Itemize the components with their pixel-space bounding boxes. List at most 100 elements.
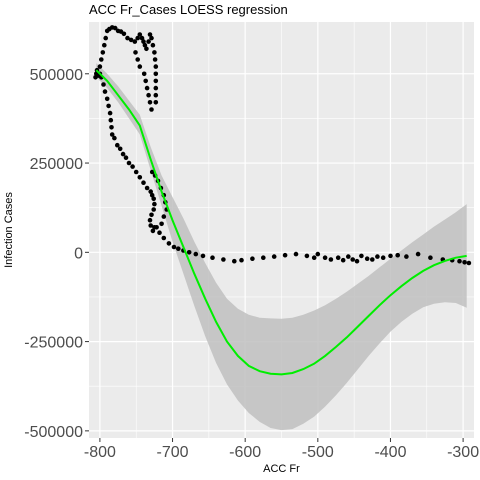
y-tick-label: -250000 <box>24 335 83 352</box>
data-point <box>150 228 156 234</box>
data-point <box>148 223 153 228</box>
data-point <box>221 257 226 262</box>
data-point <box>239 257 244 263</box>
data-point <box>153 78 159 84</box>
y-axis-title: Infection Cases <box>3 192 15 268</box>
loess-fit-line <box>95 69 467 376</box>
data-point <box>282 252 288 258</box>
data-point <box>428 255 433 260</box>
data-point <box>328 257 334 262</box>
data-point <box>147 100 153 105</box>
x-tick-label: -400 <box>374 444 406 461</box>
data-point <box>210 255 215 260</box>
data-point <box>395 252 401 258</box>
data-point <box>166 241 172 246</box>
data-point <box>99 57 104 62</box>
data-point <box>146 92 151 98</box>
data-point <box>104 96 110 102</box>
data-point <box>109 125 114 130</box>
data-point <box>232 258 237 264</box>
confidence-band <box>96 63 467 431</box>
data-point <box>359 253 364 259</box>
data-point <box>146 39 151 44</box>
confidence-band-area <box>96 63 467 431</box>
data-point <box>101 82 106 87</box>
data-point <box>137 32 143 37</box>
data-point <box>144 85 150 91</box>
data-point <box>130 164 135 169</box>
data-point <box>115 142 120 148</box>
data-point <box>143 78 148 84</box>
data-point <box>171 244 177 250</box>
data-point <box>141 71 147 77</box>
data-point <box>200 253 206 259</box>
data-point <box>126 160 132 166</box>
data-point <box>176 246 181 251</box>
data-point <box>315 251 321 257</box>
data-point <box>139 35 145 41</box>
chart-title: ACC Fr_Cases LOESS regression <box>89 2 288 17</box>
data-point <box>404 254 409 259</box>
data-point <box>151 196 156 202</box>
data-point <box>152 225 157 230</box>
data-point <box>152 57 158 62</box>
x-tick-label: -600 <box>229 444 261 461</box>
data-point <box>186 250 192 255</box>
data-point <box>354 258 360 264</box>
data-point <box>466 260 472 266</box>
data-point <box>148 189 153 194</box>
data-point <box>152 201 157 207</box>
data-point <box>102 89 108 94</box>
data-point <box>149 212 154 218</box>
scatter-points <box>93 25 472 266</box>
x-tick-label: -300 <box>447 444 479 461</box>
data-point <box>271 254 277 259</box>
data-point <box>144 185 150 191</box>
data-point <box>135 35 140 41</box>
data-point <box>153 71 159 77</box>
data-point <box>346 254 351 259</box>
data-point <box>304 253 310 259</box>
data-point <box>311 255 317 260</box>
data-point <box>293 251 299 257</box>
data-point <box>137 175 143 180</box>
data-point <box>159 221 164 227</box>
data-point <box>157 230 162 235</box>
data-point <box>335 255 341 260</box>
data-point <box>109 132 115 137</box>
y-tick-label: 0 <box>74 245 83 262</box>
data-point <box>121 31 127 37</box>
data-point <box>415 251 421 257</box>
data-point <box>97 64 103 69</box>
data-point <box>152 50 157 55</box>
data-point <box>132 39 138 44</box>
data-point <box>370 257 375 262</box>
data-point <box>133 169 139 175</box>
y-axis-ticks: 500000 250000 0 -250000 -500000 <box>24 67 89 441</box>
x-tick-label: -700 <box>157 444 189 461</box>
data-point <box>141 39 146 44</box>
data-point <box>137 64 143 69</box>
data-point <box>350 257 356 262</box>
data-point <box>150 42 156 48</box>
data-point <box>151 207 156 212</box>
y-tick-label: 500000 <box>30 67 83 84</box>
data-point <box>153 85 159 91</box>
data-point <box>250 256 255 262</box>
y-tick-label: 250000 <box>30 156 83 173</box>
data-point <box>149 169 155 175</box>
data-point <box>340 257 346 263</box>
x-tick-label: -800 <box>84 444 116 461</box>
data-point <box>322 255 328 260</box>
data-point <box>153 92 159 98</box>
y-tick-label: -500000 <box>24 424 83 441</box>
data-point <box>153 64 159 69</box>
loess-curve <box>95 69 467 376</box>
x-axis-ticks: -800 -700 -600 -500 -400 -300 <box>84 438 479 461</box>
data-point <box>149 192 155 198</box>
data-point <box>375 254 380 259</box>
data-point <box>144 46 149 52</box>
data-point <box>108 117 114 123</box>
data-point <box>135 57 140 62</box>
